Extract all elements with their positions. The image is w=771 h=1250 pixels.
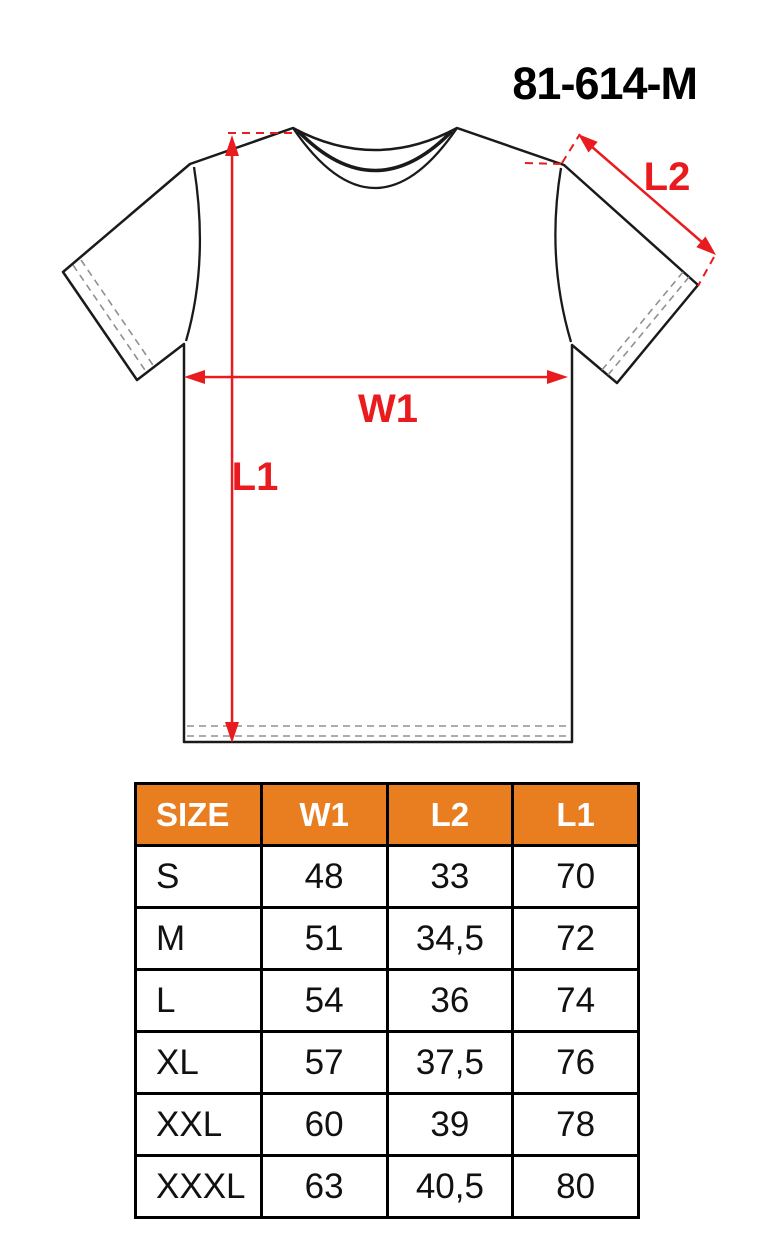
- cell-size: XXL: [134, 1092, 263, 1157]
- cell-l2: 34,5: [385, 906, 515, 971]
- cell-l2: 33: [385, 844, 515, 909]
- tshirt-outline: [61, 126, 700, 744]
- armhole-seam-right: [554, 167, 573, 343]
- cell-w1: 51: [259, 906, 389, 971]
- size-table: SIZE W1 L2 L1 S 48 33 70 M 51 34,5 72 L …: [134, 782, 640, 1219]
- construction-dashed-lines: [228, 132, 715, 287]
- header-l1: L1: [511, 782, 640, 847]
- collar-inner-curve: [296, 129, 454, 173]
- cell-w1: 54: [259, 968, 389, 1033]
- cell-size: XXXL: [134, 1154, 263, 1219]
- header-w1: W1: [259, 782, 389, 847]
- bottom-hem-stitch-lines: [187, 725, 569, 737]
- cell-l1: 78: [511, 1092, 640, 1157]
- cell-size: M: [134, 906, 263, 971]
- cell-l1: 76: [511, 1030, 640, 1095]
- armhole-seam-left: [184, 166, 202, 342]
- cell-w1: 60: [259, 1092, 389, 1157]
- l2-measure-arrow: [578, 134, 716, 255]
- l2-label: L2: [644, 155, 691, 199]
- w1-label: W1: [358, 387, 418, 431]
- table-row-xxxl: XXXL 63 40,5 80: [134, 1154, 640, 1219]
- size-table-header-row: SIZE W1 L2 L1: [134, 782, 640, 847]
- cell-l2: 37,5: [385, 1030, 515, 1095]
- table-row-s: S 48 33 70: [134, 844, 640, 909]
- cell-l1: 70: [511, 844, 640, 909]
- cell-l1: 80: [511, 1154, 640, 1219]
- cell-l2: 36: [385, 968, 515, 1033]
- table-row-m: M 51 34,5 72: [134, 906, 640, 971]
- cell-l1: 74: [511, 968, 640, 1033]
- sleeve-stitch-lines-left: [72, 259, 156, 374]
- cell-size: L: [134, 968, 263, 1033]
- header-size: SIZE: [134, 782, 263, 847]
- cell-l2: 39: [385, 1092, 515, 1157]
- header-l2: L2: [385, 782, 515, 847]
- cell-w1: 63: [259, 1154, 389, 1219]
- cell-w1: 57: [259, 1030, 389, 1095]
- tshirt-measurement-diagram: W1 L1 L2: [61, 126, 716, 744]
- collar-outer-curve: [292, 127, 458, 190]
- sleeve-stitch-lines-right: [601, 271, 690, 376]
- l1-measure-arrow: [225, 135, 239, 743]
- cell-size: S: [134, 844, 263, 909]
- cell-w1: 48: [259, 844, 389, 909]
- product-code: 81-614-M: [512, 58, 698, 109]
- cell-size: XL: [134, 1030, 263, 1095]
- cell-l1: 72: [511, 906, 640, 971]
- table-row-xxl: XXL 60 39 78: [134, 1092, 640, 1157]
- table-row-l: L 54 36 74: [134, 968, 640, 1033]
- cell-l2: 40,5: [385, 1154, 515, 1219]
- w1-measure-arrow: [184, 370, 568, 384]
- l1-label: L1: [232, 455, 279, 499]
- table-row-xl: XL 57 37,5 76: [134, 1030, 640, 1095]
